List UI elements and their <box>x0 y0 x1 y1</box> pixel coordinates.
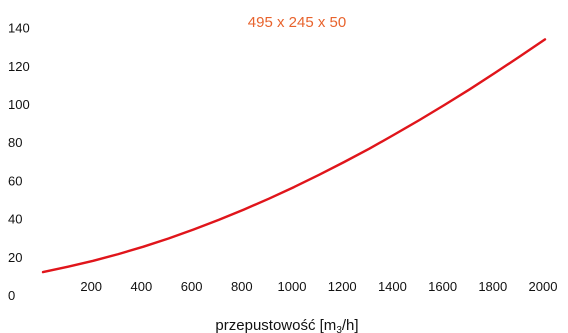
x-tick-label: 400 <box>131 279 153 294</box>
x-tick-label: 1800 <box>478 279 507 294</box>
x-tick-label: 2000 <box>529 279 558 294</box>
x-tick-label: 800 <box>231 279 253 294</box>
y-tick-label: 80 <box>8 135 22 150</box>
x-tick-label: 1200 <box>328 279 357 294</box>
series-line <box>41 38 547 274</box>
x-axis-label-subscript: 3 <box>336 325 342 333</box>
x-axis-label-unit: /h] <box>342 317 359 333</box>
y-tick-label: 0 <box>8 288 15 303</box>
series-group <box>41 38 547 274</box>
x-tick-label: 200 <box>80 279 102 294</box>
x-tick-label: 1000 <box>278 279 307 294</box>
chart-title: 495 x 245 x 50 <box>248 14 346 31</box>
x-tick-label: 1600 <box>428 279 457 294</box>
y-tick-label: 120 <box>8 59 30 74</box>
x-tick-label: 1400 <box>378 279 407 294</box>
y-tick-label: 140 <box>8 21 30 36</box>
x-axis-label: przepustowość [m3/h] <box>215 317 358 333</box>
y-tick-label: 20 <box>8 250 22 265</box>
y-tick-label: 60 <box>8 173 22 188</box>
y-tick-label: 100 <box>8 97 30 112</box>
x-axis-ticks: 200 400 600 800 1000 1200 1400 1600 1800 2000 <box>80 279 557 294</box>
y-tick-label: 40 <box>8 212 22 227</box>
y-axis-ticks: 0 20 40 60 80 100 120 140 <box>8 21 30 303</box>
x-axis-label-main: przepustowość [m <box>215 317 336 333</box>
x-tick-label: 600 <box>181 279 203 294</box>
